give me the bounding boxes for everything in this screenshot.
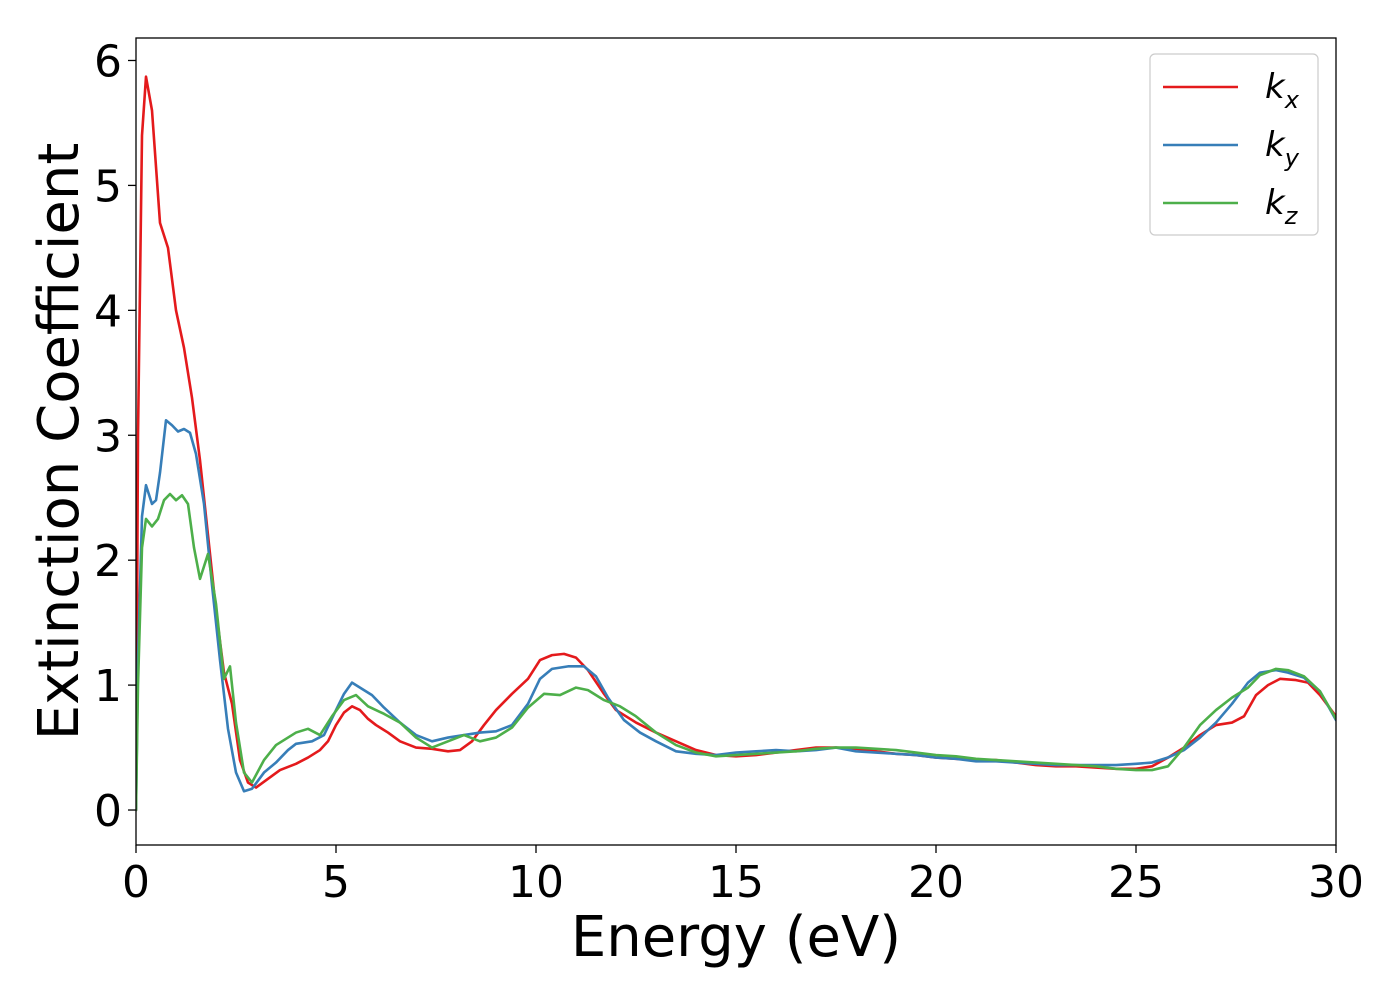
series-layer [136, 75, 1336, 812]
x-tick-label: 15 [708, 857, 764, 908]
legend-label-subscript: x [1284, 86, 1300, 114]
series-line-kz [136, 492, 1336, 812]
x-tick-label: 30 [1308, 857, 1364, 908]
y-tick-label: 6 [94, 36, 122, 87]
y-tick-label: 1 [94, 661, 122, 712]
y-tick-label: 0 [94, 786, 122, 837]
x-axis-label: Energy (eV) [571, 905, 901, 970]
legend-label-kx: kx [1265, 67, 1300, 114]
y-tick-label: 2 [94, 536, 122, 587]
y-tick-label: 4 [94, 286, 122, 337]
legend-label-base: k [1265, 67, 1286, 107]
y-tick-label: 5 [94, 161, 122, 212]
x-tick-label: 25 [1108, 857, 1164, 908]
y-tick-label: 3 [94, 411, 122, 462]
legend-label-base: k [1265, 125, 1286, 165]
x-axis: 0 5 10 15 20 25 30 [122, 845, 1364, 908]
legend-label-base: k [1265, 183, 1286, 223]
x-tick-label: 5 [322, 857, 350, 908]
y-axis: 0 1 2 3 4 5 6 [94, 36, 136, 837]
legend-label-subscript: y [1284, 144, 1300, 172]
x-tick-label: 10 [508, 857, 564, 908]
x-tick-label: 0 [122, 857, 150, 908]
legend-label-subscript: z [1284, 202, 1299, 230]
y-axis-label: Extinction Coefficient [27, 143, 92, 741]
legend-label-kz: kz [1265, 183, 1299, 230]
x-tick-label: 20 [908, 857, 964, 908]
legend-label-ky: ky [1265, 125, 1300, 172]
series-line-ky [136, 418, 1336, 812]
